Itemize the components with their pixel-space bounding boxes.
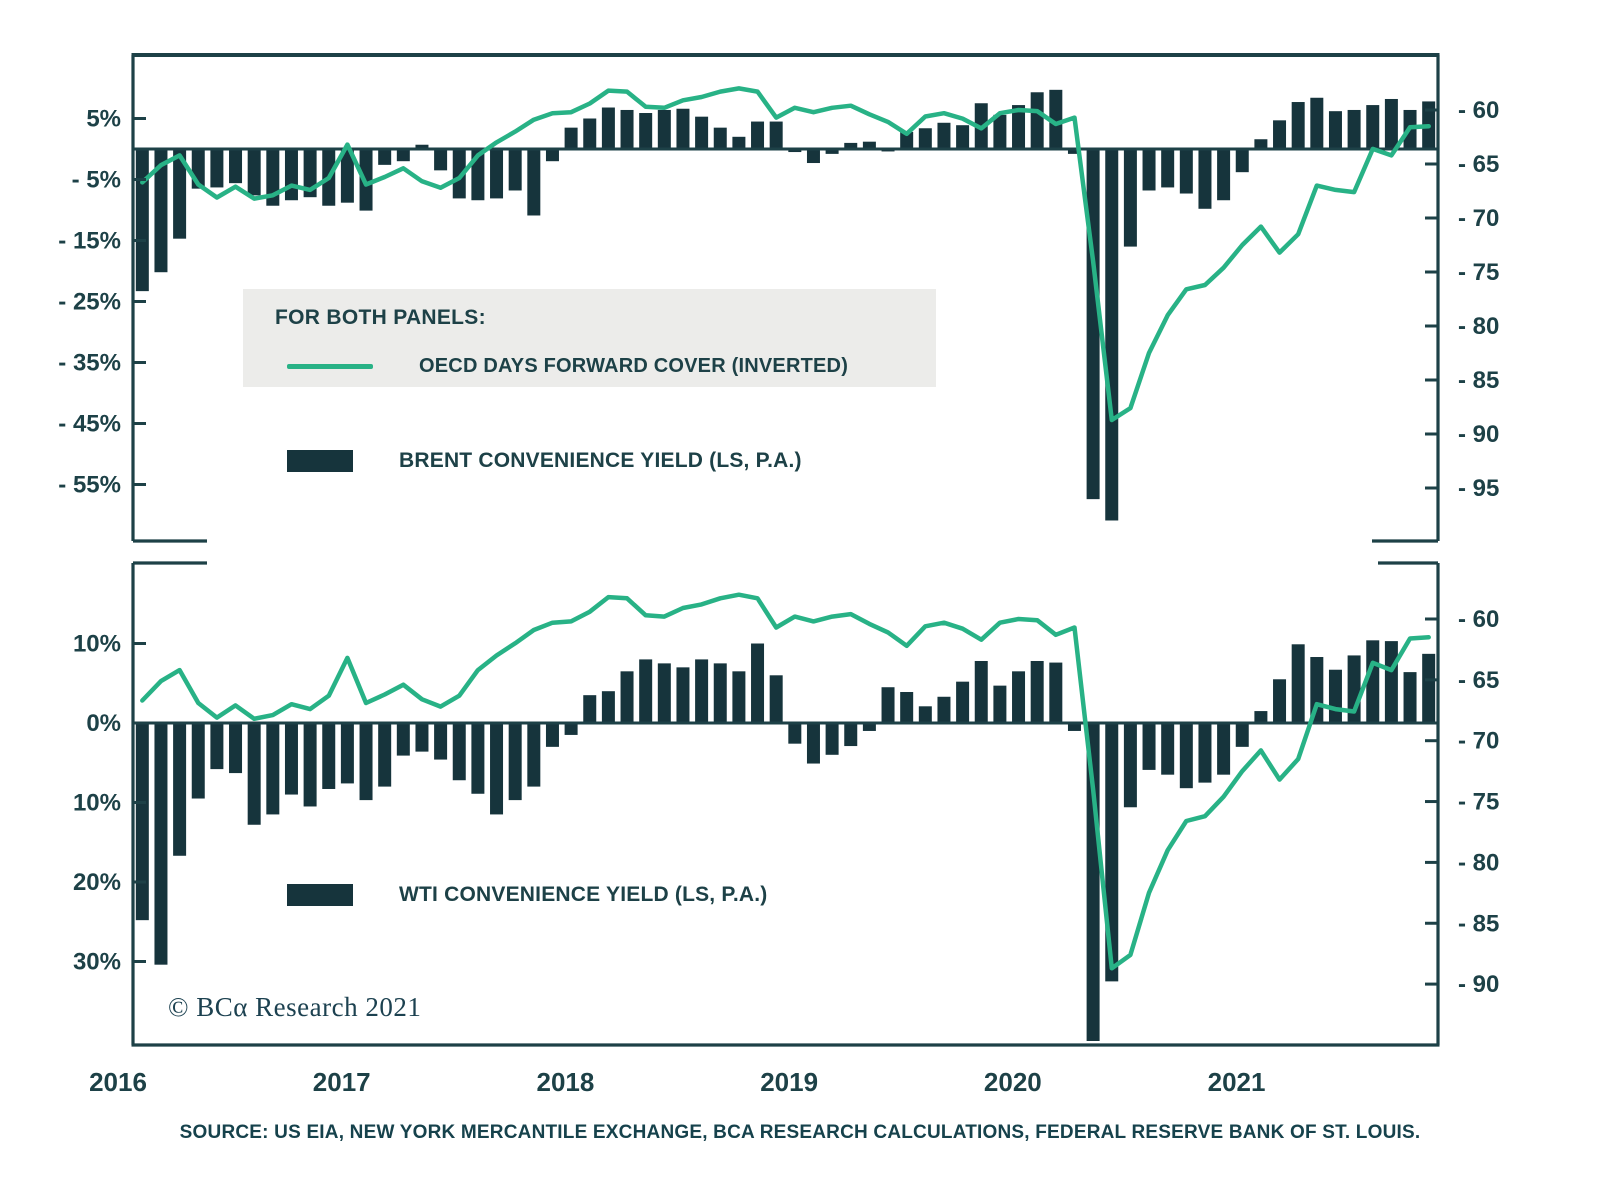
svg-text:- 75: - 75 (1458, 789, 1499, 816)
svg-text:2016: 2016 (89, 1067, 147, 1097)
svg-text:10%: 10% (73, 631, 121, 658)
svg-text:- 80: - 80 (1458, 849, 1499, 876)
svg-text:0%: 0% (86, 710, 121, 737)
svg-text:20%: 20% (73, 869, 121, 896)
svg-text:- 5%: - 5% (72, 167, 121, 194)
wti-legend: WTI CONVENIENCE YIELD (LS, P.A.) (287, 883, 768, 907)
svg-text:- 35%: - 35% (58, 350, 121, 377)
svg-text:5%: 5% (86, 106, 121, 133)
svg-text:- 60: - 60 (1458, 97, 1499, 124)
brent-series-label: BRENT CONVENIENCE YIELD (LS, P.A.) (399, 449, 802, 472)
svg-text:- 60: - 60 (1458, 606, 1499, 633)
svg-text:- 90: - 90 (1458, 421, 1499, 448)
svg-text:- 55%: - 55% (58, 472, 121, 499)
line-series-swatch (287, 364, 373, 369)
svg-text:2019: 2019 (760, 1067, 818, 1097)
line-series-label: OECD DAYS FORWARD COVER (INVERTED) (419, 355, 849, 377)
svg-text:- 15%: - 15% (58, 228, 121, 255)
svg-text:- 80: - 80 (1458, 313, 1499, 340)
svg-text:- 65: - 65 (1458, 151, 1499, 178)
svg-text:10%: 10% (73, 790, 121, 817)
wti-bar-swatch (287, 884, 353, 906)
brent-legend: BRENT CONVENIENCE YIELD (LS, P.A.) (287, 449, 802, 473)
svg-text:2017: 2017 (313, 1067, 371, 1097)
svg-text:- 95: - 95 (1458, 475, 1499, 502)
svg-text:- 65: - 65 (1458, 667, 1499, 694)
copyright-note: © BCα Research 2021 (168, 992, 422, 1022)
svg-text:- 90: - 90 (1458, 971, 1499, 998)
svg-text:2021: 2021 (1208, 1067, 1266, 1097)
wti-series-label: WTI CONVENIENCE YIELD (LS, P.A.) (399, 883, 768, 906)
svg-text:- 45%: - 45% (58, 411, 121, 438)
svg-text:- 85: - 85 (1458, 910, 1499, 937)
legend-box: FOR BOTH PANELS: OECD DAYS FORWARD COVER… (243, 289, 936, 387)
svg-text:- 85: - 85 (1458, 367, 1499, 394)
svg-text:- 25%: - 25% (58, 289, 121, 316)
brent-bar-swatch (287, 450, 353, 472)
svg-text:30%: 30% (73, 949, 121, 976)
svg-text:2018: 2018 (537, 1067, 595, 1097)
svg-text:2020: 2020 (984, 1067, 1042, 1097)
svg-text:- 75: - 75 (1458, 259, 1499, 286)
legend-title: FOR BOTH PANELS: (275, 306, 486, 329)
svg-text:- 70: - 70 (1458, 205, 1499, 232)
source-note: SOURCE: US EIA, NEW YORK MERCANTILE EXCH… (179, 1122, 1421, 1143)
svg-text:- 70: - 70 (1458, 728, 1499, 755)
legend-line-row: OECD DAYS FORWARD COVER (INVERTED) (287, 355, 848, 378)
